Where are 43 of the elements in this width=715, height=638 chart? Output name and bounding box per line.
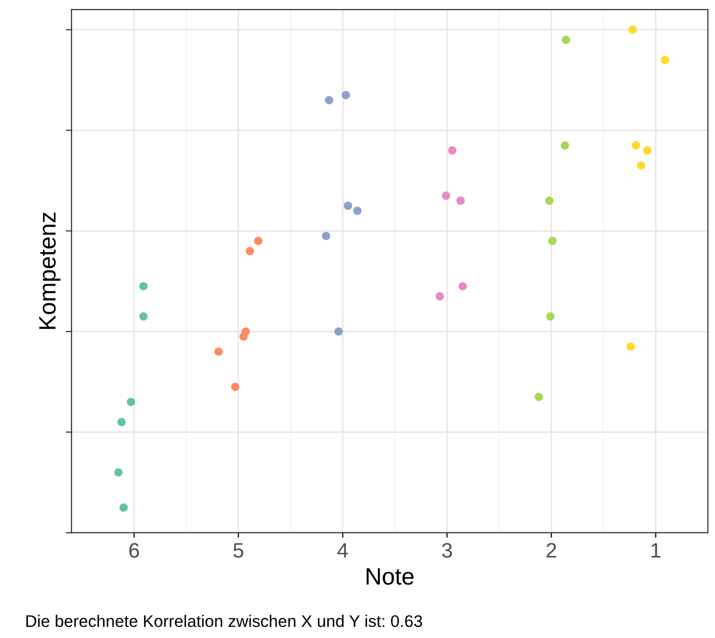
text: Die berechnete Korrelation zwischen X und Y ist: 0.63 <box>26 614 422 628</box>
point <box>214 347 223 356</box>
point <box>456 196 465 205</box>
point <box>632 141 640 150</box>
point <box>546 312 554 321</box>
x-tick-label: 2 <box>546 543 556 558</box>
point <box>442 192 450 200</box>
point <box>626 342 635 351</box>
point <box>325 96 334 104</box>
point <box>342 90 350 100</box>
point <box>458 282 467 290</box>
point <box>114 468 123 477</box>
point <box>322 232 330 240</box>
point <box>628 26 637 34</box>
point <box>643 146 652 155</box>
point <box>246 246 254 256</box>
point <box>117 418 126 426</box>
x-axis-title: Note <box>366 568 414 585</box>
point <box>660 56 670 64</box>
point <box>636 161 646 170</box>
x-tick-label: 4 <box>337 543 348 558</box>
point <box>545 196 554 205</box>
point <box>548 236 557 246</box>
point <box>562 36 570 44</box>
y-axis-title: Kompetenz <box>39 212 60 329</box>
point <box>119 503 128 512</box>
x-tick-label: 3 <box>442 543 452 558</box>
point <box>139 282 148 290</box>
point <box>344 202 352 210</box>
point <box>534 392 544 402</box>
point <box>126 398 136 406</box>
point <box>353 206 362 215</box>
point <box>254 236 262 246</box>
point <box>448 146 456 155</box>
point <box>231 382 240 392</box>
point <box>239 332 248 341</box>
point <box>560 141 570 150</box>
x-tick-label: 5 <box>233 543 244 558</box>
x-tick-label: 6 <box>129 543 139 558</box>
point <box>334 327 343 336</box>
x-tick-label: 1 <box>651 543 660 558</box>
point <box>436 292 444 300</box>
point <box>139 312 148 321</box>
